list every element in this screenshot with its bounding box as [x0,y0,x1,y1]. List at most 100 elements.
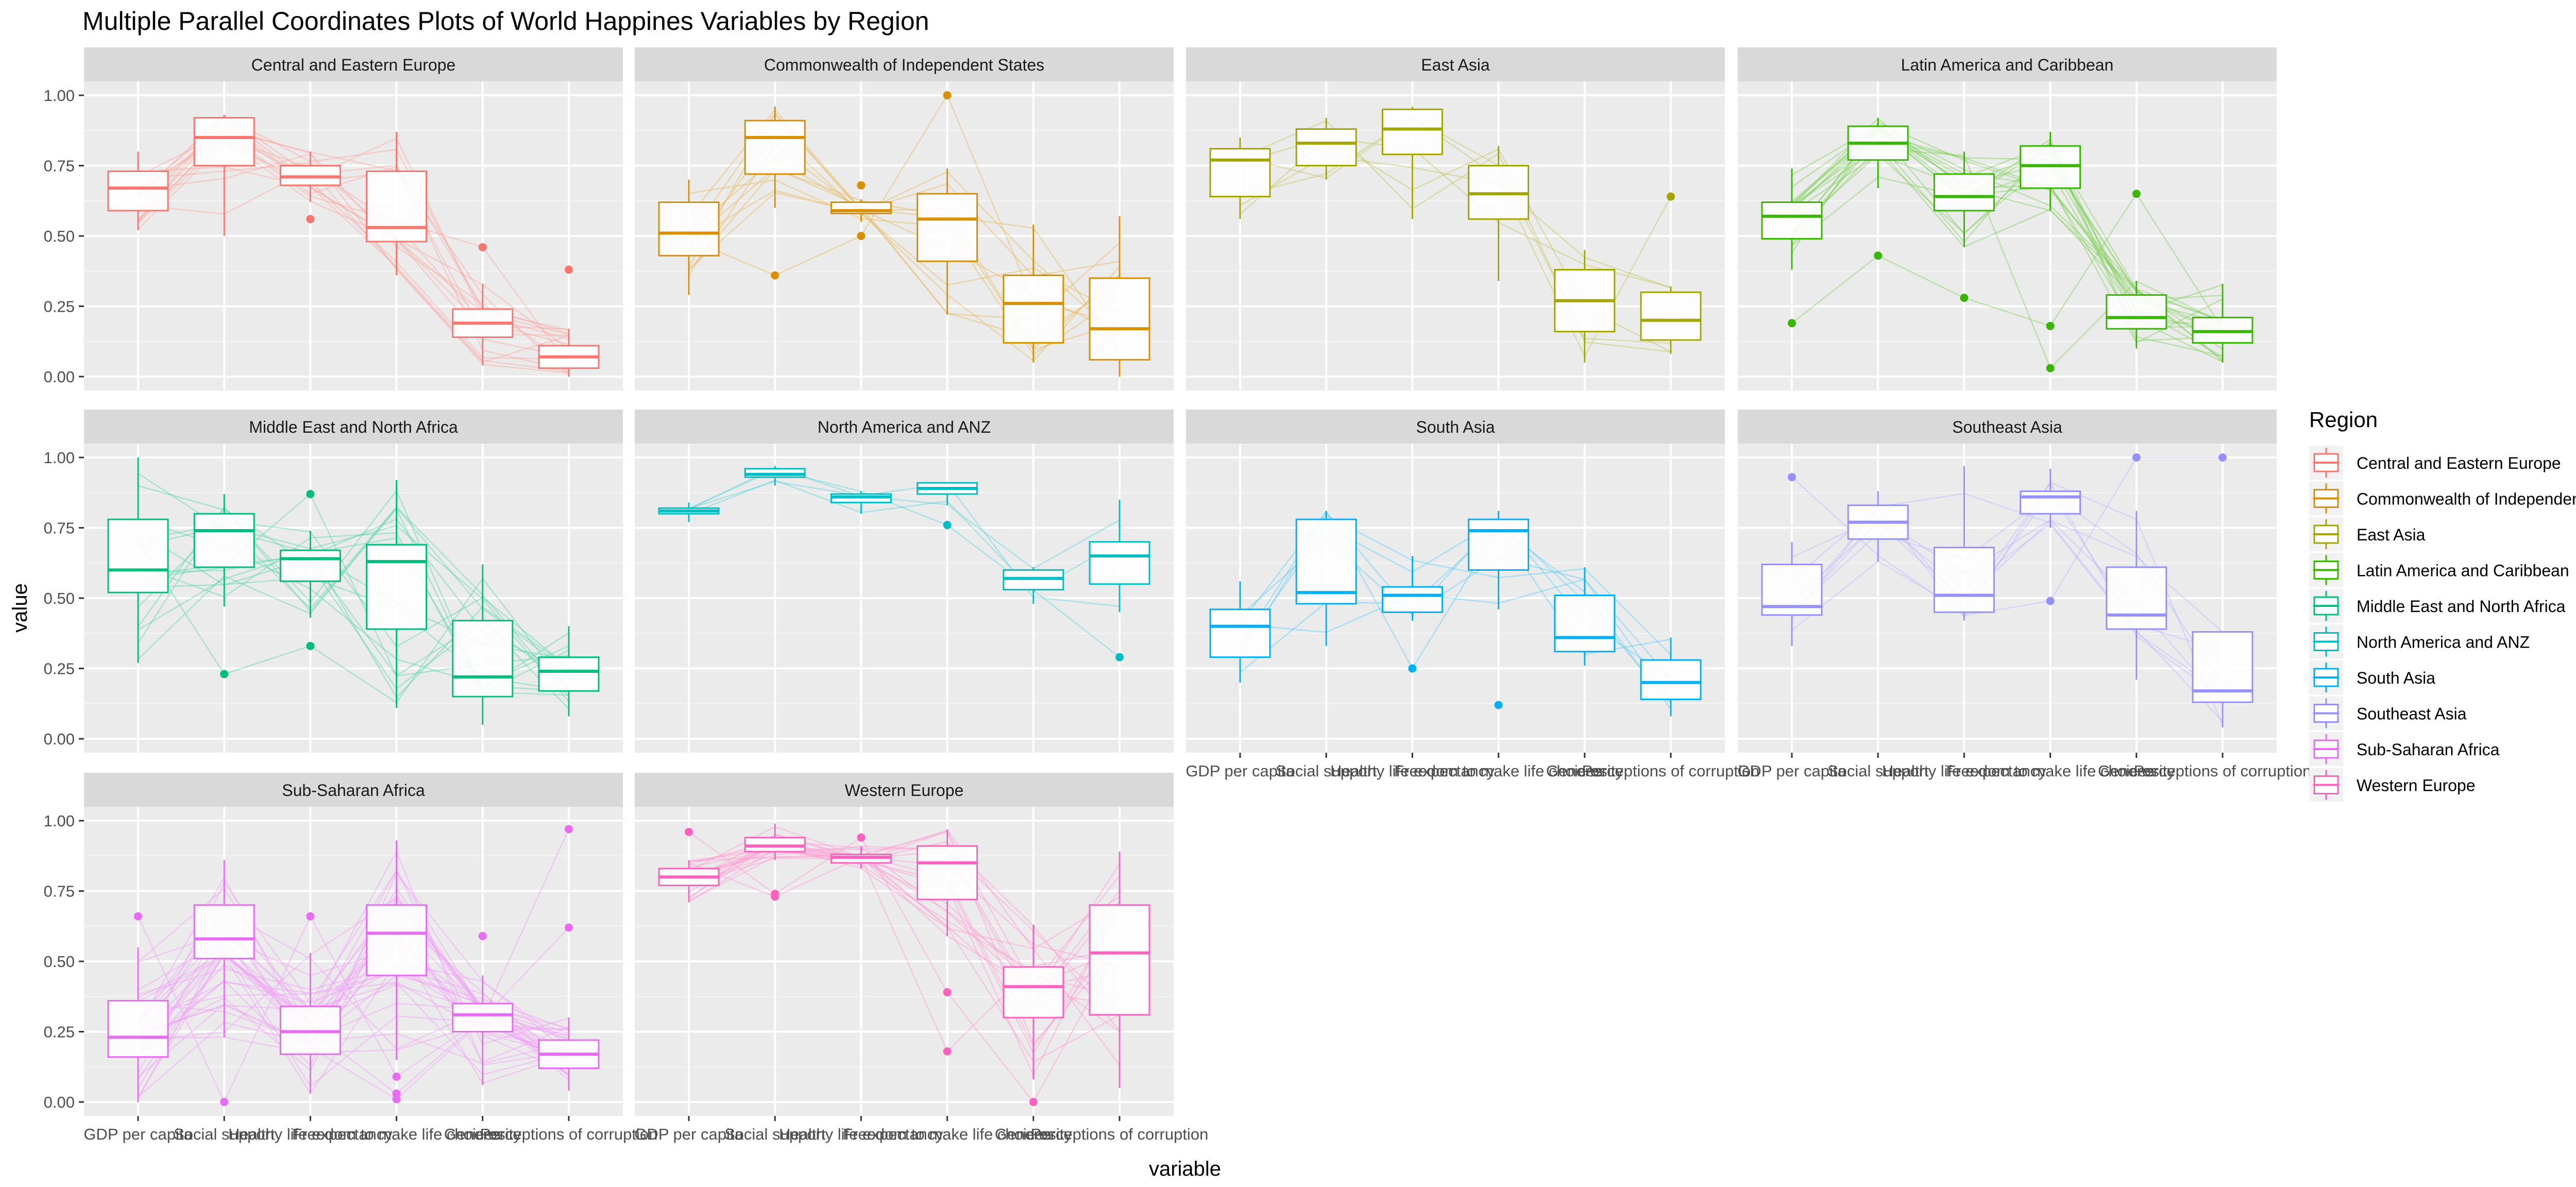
box-plot [1933,151,1995,302]
legend-entry: Commonwealth of Independent States [2309,481,2576,516]
box-plot [744,466,806,486]
box-plot [830,181,892,240]
box-plot [279,151,341,224]
box-iqr [1089,277,1150,361]
outlier-point [857,833,866,842]
facet-panel: Sub-Saharan Africa 0.00 0.25 0.50 0.75 1.00 GD… [44,773,657,1143]
legend-label: Sub-Saharan Africa [2357,740,2500,759]
box-plot [538,825,600,1091]
outlier-point [685,827,693,836]
x-tick-label: Freedom to make life choices [843,1125,1052,1143]
outlier-point [857,181,866,190]
box-iqr [1089,904,1150,1016]
facet-strip [1186,410,1725,444]
facet-strip [1738,410,2277,444]
facet-strip-label: Commonwealth of Independent States [764,56,1044,74]
outlier-point [2046,364,2055,372]
box-plot [1761,473,1823,646]
parallel-line [137,539,569,704]
box-plot [1640,192,1702,354]
box-iqr [366,904,428,976]
facet-strip [635,410,1174,444]
legend-entry: Sub-Saharan Africa [2309,732,2500,766]
parallel-line [688,171,1120,337]
facet-strip-label: Western Europe [845,781,964,800]
x-tick-label: Generosity [2098,762,2175,780]
box-plot [830,833,892,869]
x-tick-label: GDP per capita [634,1125,743,1143]
box-plot [2192,283,2253,363]
outlier-point [478,931,487,940]
outlier-point [1115,653,1124,662]
box-plot [452,931,514,1086]
y-tick-label: 0.50 [44,227,75,245]
x-tick-label: GDP per capita [1737,762,1846,780]
parallel-line [688,168,1121,352]
parallel-line [688,481,1120,607]
parallel-line [138,1003,569,1064]
box-plot [193,115,255,236]
facet-strip-label: South Asia [1416,418,1495,436]
box-iqr [1003,966,1064,1019]
box-plot [1089,216,1150,377]
outlier-point [1667,192,1675,201]
box-plot [366,840,428,1104]
box-plot [2020,131,2081,372]
box-iqr [279,549,341,582]
facet-panel: East Asia [1186,47,1725,391]
parallel-line [1791,192,2224,330]
box-plot [1003,567,1064,604]
outlier-point [392,1095,401,1104]
box-plot [1209,137,1271,219]
box-plot [1295,511,1357,646]
box-plot [366,480,428,708]
box-plot [658,502,720,522]
parallel-line [138,954,569,1095]
legend-label: East Asia [2357,525,2426,544]
legend-label: Middle East and North Africa [2357,597,2566,616]
x-tick-label: Healthy life expectancy [228,1125,393,1143]
facet-strip [84,773,623,807]
parallel-line [688,826,1120,951]
outlier-point [857,232,866,240]
outlier-point [1494,701,1503,709]
box-iqr [452,620,514,698]
parallel-line [1240,120,1671,353]
parallel-line [138,506,569,672]
box-plot [107,151,169,231]
outlier-point [771,271,779,280]
box-iqr [1761,201,1823,240]
x-tick-label: Healthy life expectancy [1882,762,2046,780]
chart-title: Multiple Parallel Coordinates Plots of W… [82,7,929,36]
box-iqr [1933,547,1995,613]
outlier-point [220,1098,229,1106]
x-tick-label: Healthy life expectancy [779,1125,943,1143]
box-iqr [193,117,255,166]
outlier-point [565,825,573,834]
box-iqr [366,170,428,243]
box-plot [2106,190,2167,349]
y-tick-label: 1.00 [44,449,75,467]
box-plot [1003,225,1064,363]
parallel-line [688,179,1120,355]
outlier-point [943,1047,952,1056]
parallel-line [137,930,569,1098]
outlier-point [392,1072,401,1081]
box-plot [1089,499,1150,662]
facet-strip [1186,47,1725,81]
box-plot [917,829,978,1056]
outlier-point [1029,1098,1038,1106]
box-plot [279,912,341,1094]
legend-entry: Latin America and Caribbean [2309,553,2569,587]
box-iqr [193,513,255,568]
facet-strip [635,47,1174,81]
outlier-point [2046,321,2055,330]
legend: Region Central and Eastern Europe Commonwe… [2309,408,2576,802]
box-plot [2020,468,2081,605]
y-tick-label: 0.50 [44,589,75,607]
outlier-point [2132,190,2141,198]
box-plot [917,91,978,315]
box-iqr [917,845,978,901]
